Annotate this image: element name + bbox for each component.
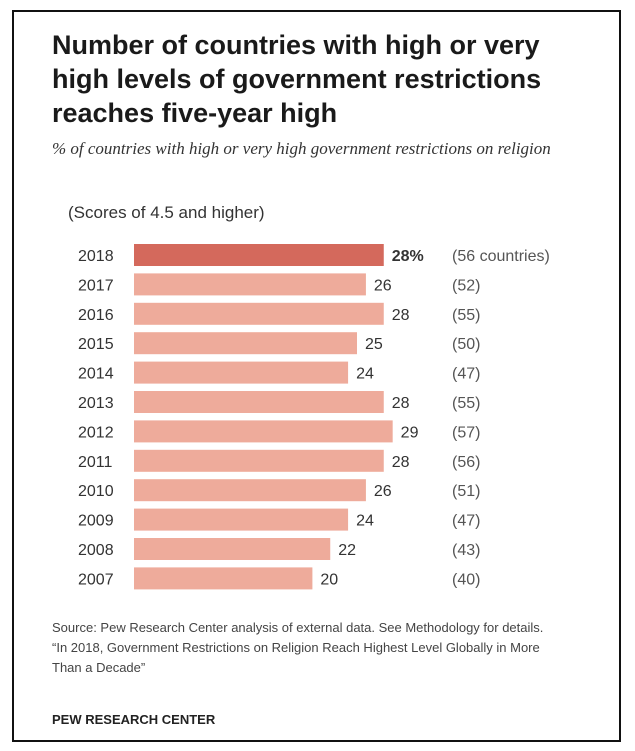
source-line-1: Source: Pew Research Center analysis of … [52,620,544,635]
source-line-2: “In 2018, Government Restrictions on Rel… [52,640,540,675]
chart-title: Number of countries with high or very hi… [52,30,542,128]
brand-logo-text: PEW RESEARCH CENTER [52,712,216,727]
chart-subtitle: % of countries with high or very high go… [52,139,551,158]
source-note: Source: Pew Research Center analysis of … [52,618,572,678]
scores-note: (Scores of 4.5 and higher) [68,203,265,222]
